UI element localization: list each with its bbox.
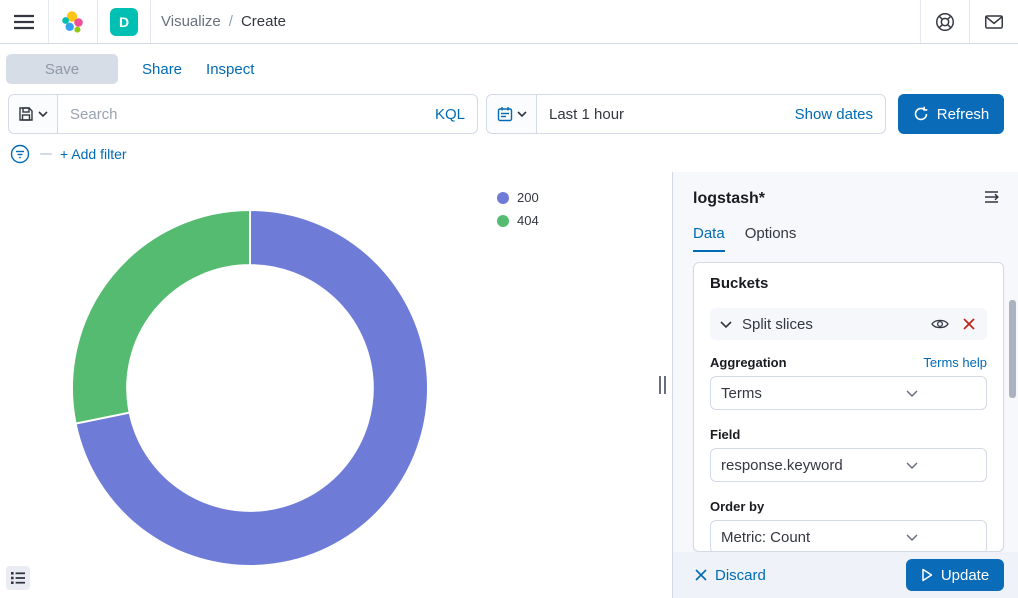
share-button[interactable]: Share: [142, 60, 183, 78]
header-divider: [920, 0, 921, 43]
date-quick-menu-button[interactable]: [487, 95, 537, 133]
toggle-visibility-button[interactable]: [929, 316, 951, 332]
field-label: Field: [710, 427, 741, 442]
discard-button[interactable]: Discard: [695, 567, 766, 584]
show-dates-button[interactable]: Show dates: [794, 105, 873, 123]
date-picker: Last 1 hour Show dates: [486, 94, 886, 134]
donut-slice-404[interactable]: [71, 208, 251, 425]
legend-toggle-button[interactable]: [6, 566, 30, 590]
update-button[interactable]: Update: [906, 559, 1004, 591]
elastic-logo-icon: [61, 10, 85, 34]
space-avatar[interactable]: D: [110, 7, 138, 36]
legend-item-404[interactable]: 404: [497, 213, 539, 228]
time-range-value[interactable]: Last 1 hour: [549, 105, 625, 123]
field-field-group: Field response.keyword: [710, 427, 987, 482]
panel-tabs: Data Options: [693, 225, 1004, 252]
refresh-label: Refresh: [936, 105, 990, 123]
help-button[interactable]: [921, 0, 969, 43]
donut-slice-200[interactable]: [74, 208, 429, 567]
header-left: D Visualize / Create: [0, 0, 286, 43]
elastic-logo[interactable]: [49, 10, 97, 34]
help-life-ring-icon: [934, 11, 956, 33]
legend-dot: [497, 191, 509, 204]
header-divider: [969, 0, 970, 43]
index-pattern-title: logstash*: [693, 189, 766, 207]
legend-label: 404: [517, 213, 539, 228]
filter-in-circle-icon: [10, 144, 30, 164]
buckets-heading: Buckets: [710, 275, 769, 292]
tab-options[interactable]: Options: [745, 225, 797, 252]
donut-chart[interactable]: [0, 172, 660, 598]
aggregation-field-group: Aggregation Terms help Terms: [710, 355, 987, 410]
header-right: [920, 0, 1018, 43]
chart-legend: 200 404: [497, 190, 539, 228]
tab-data[interactable]: Data: [693, 225, 725, 252]
aggregation-label: Aggregation: [710, 355, 787, 370]
menu-right-icon: [984, 190, 1002, 204]
field-select[interactable]: response.keyword: [710, 448, 987, 482]
chevron-down-icon: [849, 461, 977, 469]
order-by-field-group: Order by Metric: Count: [710, 499, 987, 551]
breadcrumb: Visualize / Create: [161, 13, 286, 30]
query-bar: KQL Last 1 hour Show dates Refresh: [0, 94, 1018, 136]
chevron-down-icon: [516, 111, 527, 117]
search-input[interactable]: [70, 105, 427, 123]
mail-icon: [983, 11, 1005, 33]
buckets-card: Buckets Split slices: [693, 262, 1004, 552]
breadcrumb-separator: /: [228, 13, 233, 30]
newsfeed-button[interactable]: [970, 0, 1018, 43]
panel-header: logstash*: [693, 188, 1004, 209]
split-slices-accordion[interactable]: Split slices: [710, 308, 987, 340]
legend-item-200[interactable]: 200: [497, 190, 539, 205]
add-filter-button[interactable]: + Add filter: [60, 146, 127, 162]
split-slices-label: Split slices: [742, 315, 813, 333]
aggregation-select[interactable]: Terms: [710, 376, 987, 410]
filter-bar-dash: [40, 153, 52, 155]
save-button[interactable]: Save: [6, 54, 118, 84]
header-divider: [150, 0, 151, 43]
filter-options-button[interactable]: [8, 142, 32, 166]
collapse-panel-button[interactable]: [982, 188, 1004, 209]
refresh-button[interactable]: Refresh: [898, 94, 1004, 134]
panel-resize-handle[interactable]: [657, 376, 667, 394]
calendar-icon: [497, 106, 513, 122]
query-language-button[interactable]: KQL: [434, 105, 465, 123]
filter-bar: + Add filter: [0, 136, 1018, 172]
action-toolbar: Save Share Inspect: [0, 44, 1018, 94]
refresh-icon: [913, 106, 929, 122]
app-header: D Visualize / Create: [0, 0, 1018, 44]
panel-scrollbar[interactable]: [1009, 300, 1016, 398]
editor-panel: logstash* Data Options Buckets Split sli…: [672, 172, 1018, 598]
chevron-down-icon: [720, 320, 732, 328]
play-icon: [921, 568, 933, 582]
breadcrumb-visualize[interactable]: Visualize: [161, 13, 221, 30]
menu-button[interactable]: [0, 0, 48, 43]
save-query-icon: [18, 106, 34, 122]
eye-icon: [931, 318, 949, 330]
list-icon: [11, 571, 25, 585]
saved-query-menu-button[interactable]: [8, 94, 58, 134]
chevron-down-icon: [849, 533, 977, 541]
panel-footer: Discard Update: [673, 552, 1018, 598]
chart-area: 200 404: [0, 172, 672, 598]
header-divider: [97, 0, 98, 43]
header-divider: [48, 0, 49, 43]
chevron-down-icon: [38, 111, 48, 117]
inspect-button[interactable]: Inspect: [206, 60, 255, 78]
close-x-icon: [963, 318, 975, 330]
legend-label: 200: [517, 190, 539, 205]
legend-dot: [497, 214, 509, 227]
main-content: 200 404 logstash* Data: [0, 172, 1018, 598]
chevron-down-icon: [849, 389, 977, 397]
search-box: KQL: [58, 94, 478, 134]
cross-icon: [695, 569, 707, 581]
terms-help-link[interactable]: Terms help: [923, 355, 987, 370]
order-by-select[interactable]: Metric: Count: [710, 520, 987, 551]
breadcrumb-create: Create: [240, 13, 286, 30]
remove-bucket-button[interactable]: [961, 316, 977, 332]
hamburger-icon: [14, 14, 34, 30]
order-by-label: Order by: [710, 499, 765, 514]
